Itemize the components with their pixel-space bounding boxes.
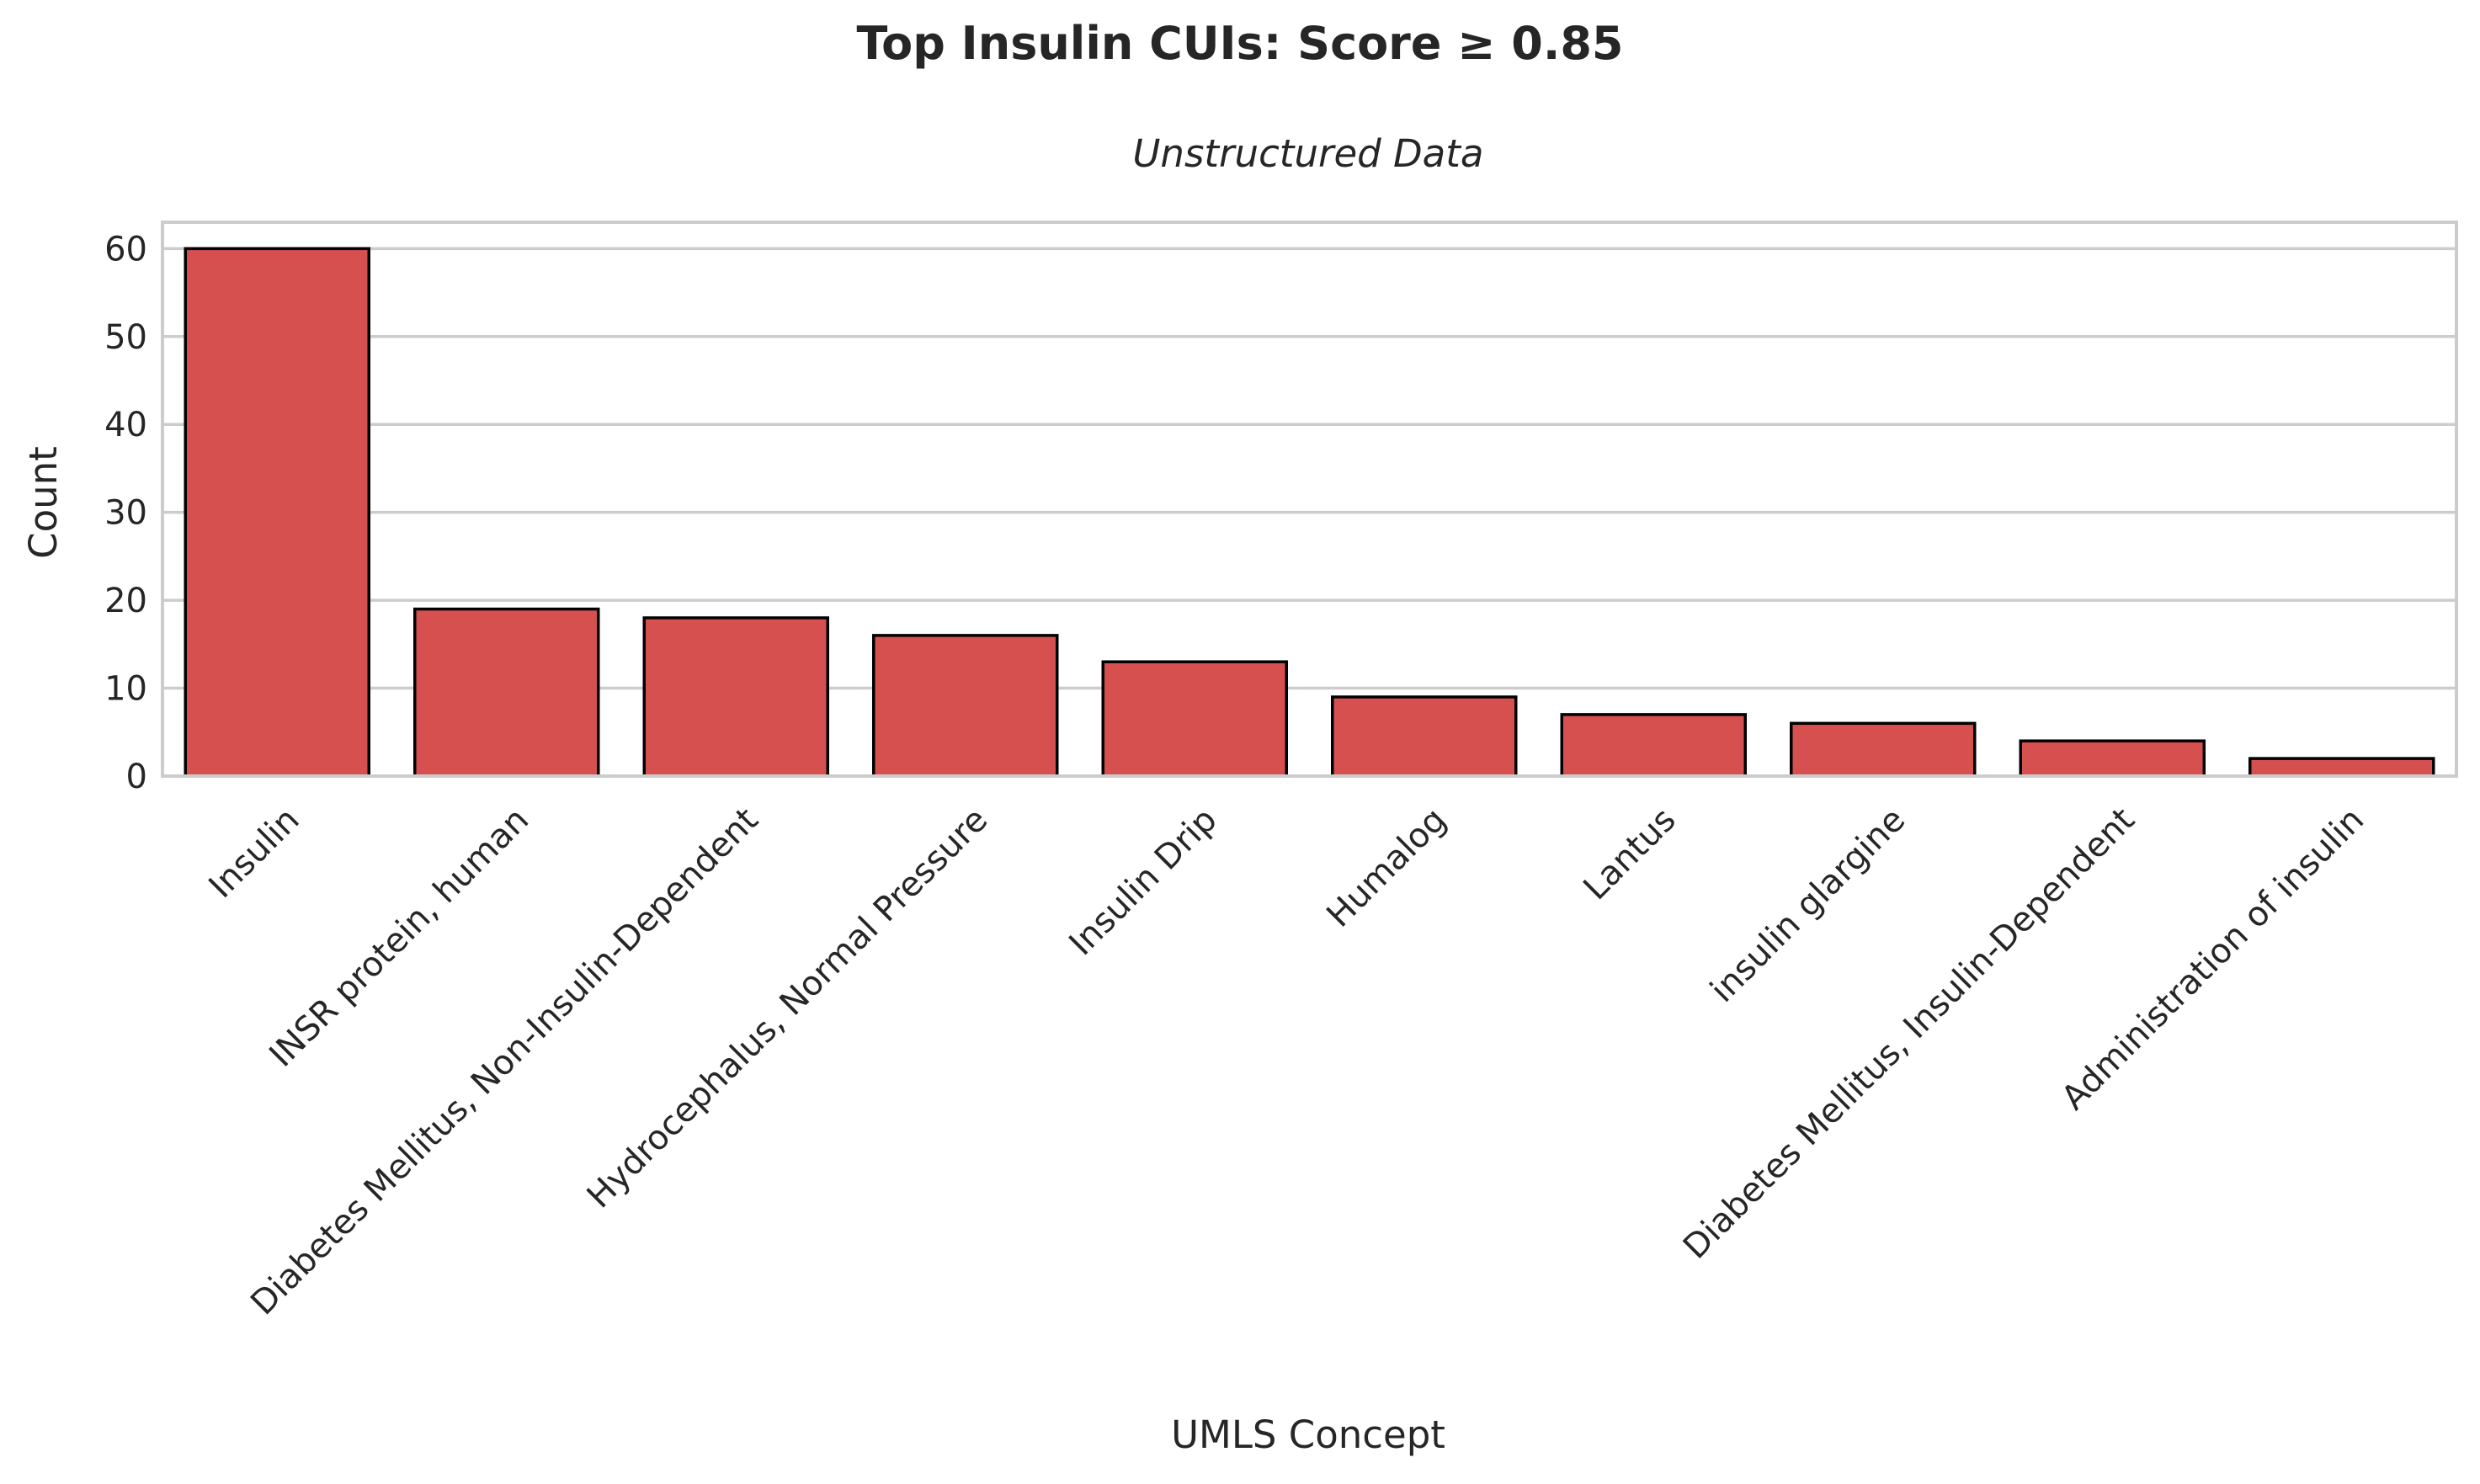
y-axis-label: Count bbox=[21, 446, 66, 559]
bar bbox=[1560, 713, 1747, 778]
bar bbox=[1101, 660, 1288, 778]
bar bbox=[413, 607, 600, 778]
y-tick-label: 40 bbox=[104, 406, 147, 444]
y-tick-label: 30 bbox=[104, 494, 147, 533]
y-tick-label: 0 bbox=[126, 758, 147, 796]
chart-title: Top Insulin CUIs: Score ≥ 0.85 bbox=[856, 17, 1623, 70]
bar bbox=[1331, 695, 1518, 778]
chart-subtitle: Unstructured Data bbox=[1133, 131, 1484, 176]
x-tick-label: INSR protein, human bbox=[262, 801, 536, 1075]
x-tick-label: Diabetes Mellitus, Insulin-Dependent bbox=[1676, 801, 2142, 1267]
plot-frame bbox=[161, 221, 2458, 778]
y-tick-label: 50 bbox=[104, 318, 147, 357]
y-tick-label: 10 bbox=[104, 670, 147, 709]
y-tick-labels: 0 10 20 30 40 50 60 bbox=[104, 230, 147, 796]
y-tick-label: 60 bbox=[104, 230, 147, 269]
x-tick-label: Insulin bbox=[202, 801, 307, 906]
y-tick-label: 20 bbox=[104, 582, 147, 620]
bars bbox=[184, 247, 2435, 778]
bar bbox=[642, 616, 829, 778]
bar bbox=[184, 247, 370, 778]
bar bbox=[1790, 721, 1977, 778]
x-tick-label: Hydrocephalus, Normal Pressure bbox=[580, 801, 996, 1216]
x-tick-label: Humalog bbox=[1319, 801, 1454, 935]
x-tick-label: Insulin Drip bbox=[1062, 801, 1224, 963]
x-tick-label: insulin glargine bbox=[1703, 801, 1913, 1010]
bar bbox=[2019, 739, 2206, 778]
bar bbox=[2248, 757, 2435, 778]
x-tick-label: Diabetes Mellitus, Non-Insulin-Dependent bbox=[243, 801, 765, 1322]
x-axis-label: UMLS Concept bbox=[1171, 1412, 1445, 1457]
x-tick-label: Lantus bbox=[1576, 801, 1683, 907]
bar bbox=[872, 634, 1059, 778]
